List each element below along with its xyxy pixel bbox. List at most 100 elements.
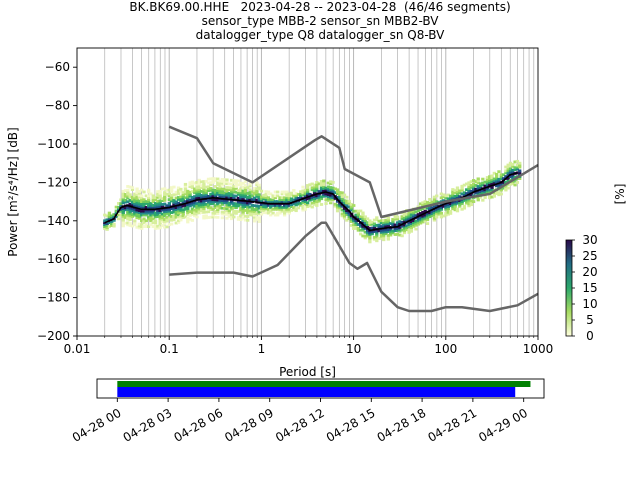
density-cell xyxy=(220,199,225,202)
density-cell xyxy=(128,210,132,214)
density-cell xyxy=(144,219,148,223)
density-cell xyxy=(497,177,501,181)
density-cell xyxy=(188,214,192,217)
density-cell xyxy=(303,188,307,192)
density-cell xyxy=(416,218,420,222)
density-cell xyxy=(229,213,234,217)
density-cell xyxy=(421,203,425,207)
density-cell xyxy=(236,179,241,183)
density-cell xyxy=(402,225,407,229)
density-cell xyxy=(135,212,139,216)
density-cell xyxy=(169,214,174,218)
density-cell xyxy=(382,222,386,226)
density-cell xyxy=(158,209,162,212)
density-cell xyxy=(190,195,195,199)
density-cell xyxy=(448,202,453,206)
density-cell xyxy=(211,207,215,211)
density-cell xyxy=(430,210,434,214)
density-cell xyxy=(156,205,160,209)
density-cell xyxy=(513,183,517,187)
density-cell xyxy=(305,203,310,207)
density-cell xyxy=(151,209,155,213)
density-cell xyxy=(335,207,340,211)
density-cell xyxy=(165,204,169,208)
density-cell xyxy=(137,209,142,213)
density-cell xyxy=(252,208,257,211)
density-cell xyxy=(504,186,508,190)
density-cell xyxy=(446,212,450,216)
density-cell xyxy=(158,191,162,195)
density-cell xyxy=(225,205,229,209)
density-cell xyxy=(359,228,363,232)
density-cell xyxy=(167,209,171,213)
density-cell xyxy=(165,219,169,223)
density-cell xyxy=(455,201,460,205)
density-cell xyxy=(412,221,416,224)
density-cell xyxy=(331,198,335,202)
density-cell xyxy=(382,234,386,238)
density-cell xyxy=(499,182,503,186)
density-cell xyxy=(280,209,284,213)
density-cell xyxy=(365,232,370,236)
density-cell xyxy=(209,192,213,196)
density-cell xyxy=(465,182,469,186)
density-cell xyxy=(229,178,234,182)
density-cell xyxy=(285,194,289,198)
density-cell xyxy=(478,191,483,195)
density-cell xyxy=(278,211,282,215)
density-cell xyxy=(345,201,349,205)
density-cell xyxy=(246,186,250,190)
density-cell xyxy=(269,207,273,211)
density-cell xyxy=(227,192,231,195)
density-cell xyxy=(167,198,171,202)
high-noise-model xyxy=(168,125,539,219)
density-cell xyxy=(441,214,446,218)
density-cell xyxy=(308,183,312,187)
density-cell xyxy=(130,186,135,190)
density-cell xyxy=(347,211,351,215)
density-cell xyxy=(156,211,160,215)
density-cell xyxy=(153,215,158,219)
density-cell xyxy=(451,203,455,207)
density-cell xyxy=(181,198,185,202)
density-cell xyxy=(481,191,485,194)
density-cell xyxy=(338,191,342,194)
density-cell xyxy=(511,163,515,166)
density-cell xyxy=(446,205,450,208)
density-cell xyxy=(338,198,342,202)
density-cell xyxy=(128,212,132,216)
density-cell xyxy=(455,188,460,192)
density-cell xyxy=(379,221,384,225)
density-cell xyxy=(135,210,139,214)
density-cell xyxy=(294,201,298,205)
density-cell xyxy=(439,192,443,196)
density-cell xyxy=(488,181,492,184)
density-cell xyxy=(451,195,455,199)
density-cell xyxy=(312,187,317,191)
density-cell xyxy=(391,223,395,227)
density-cell xyxy=(418,219,423,223)
density-cell xyxy=(349,216,354,220)
density-cell xyxy=(342,201,347,205)
density-cell xyxy=(467,189,471,192)
density-cell xyxy=(227,195,231,199)
density-cell xyxy=(501,173,506,177)
density-cell xyxy=(430,200,434,204)
density-cell xyxy=(349,224,354,227)
density-cell xyxy=(495,178,499,182)
density-cell xyxy=(229,205,234,209)
density-cell xyxy=(439,205,443,209)
density-cell xyxy=(488,188,492,192)
density-cell xyxy=(435,215,439,219)
density-cell xyxy=(506,177,510,180)
density-cell xyxy=(220,181,225,185)
density-cell xyxy=(128,195,132,199)
density-cell xyxy=(432,205,437,209)
density-cell xyxy=(513,168,517,172)
density-cell xyxy=(287,196,291,200)
density-cell xyxy=(133,204,137,207)
density-cell xyxy=(282,192,287,196)
density-cell xyxy=(372,222,377,226)
density-cell xyxy=(437,208,441,212)
density-cell xyxy=(276,213,280,217)
